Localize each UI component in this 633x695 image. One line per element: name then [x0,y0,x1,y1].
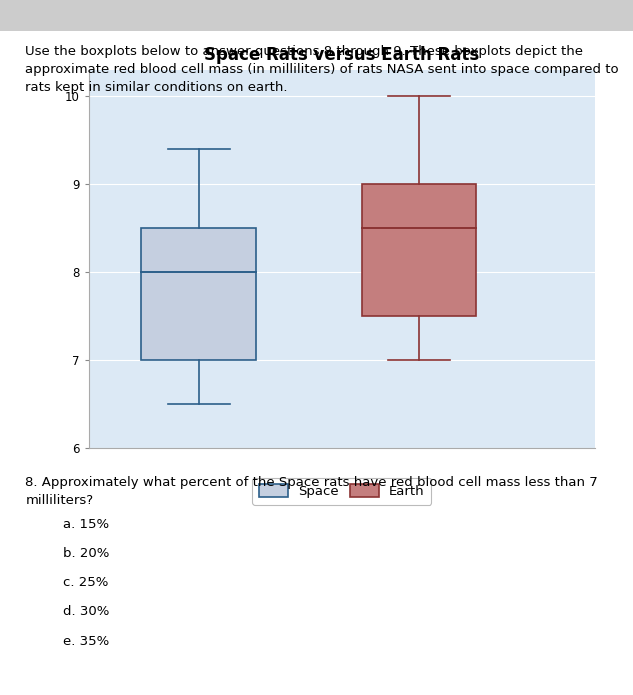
Bar [361,184,476,316]
Text: e. 35%: e. 35% [63,635,110,648]
Text: Use the boxplots below to answer questions 8 through 9. These boxplots depict th: Use the boxplots below to answer questio… [25,45,619,95]
Bar [141,228,256,360]
Legend: Space, Earth: Space, Earth [252,477,432,505]
Text: 8. Approximately what percent of the Space rats have red blood cell mass less th: 8. Approximately what percent of the Spa… [25,476,598,507]
Text: d. 30%: d. 30% [63,605,110,619]
Text: a. 15%: a. 15% [63,518,110,531]
Text: b. 20%: b. 20% [63,547,110,560]
Text: c. 25%: c. 25% [63,576,109,589]
Title: Space Rats versus Earth Rats: Space Rats versus Earth Rats [204,46,479,64]
